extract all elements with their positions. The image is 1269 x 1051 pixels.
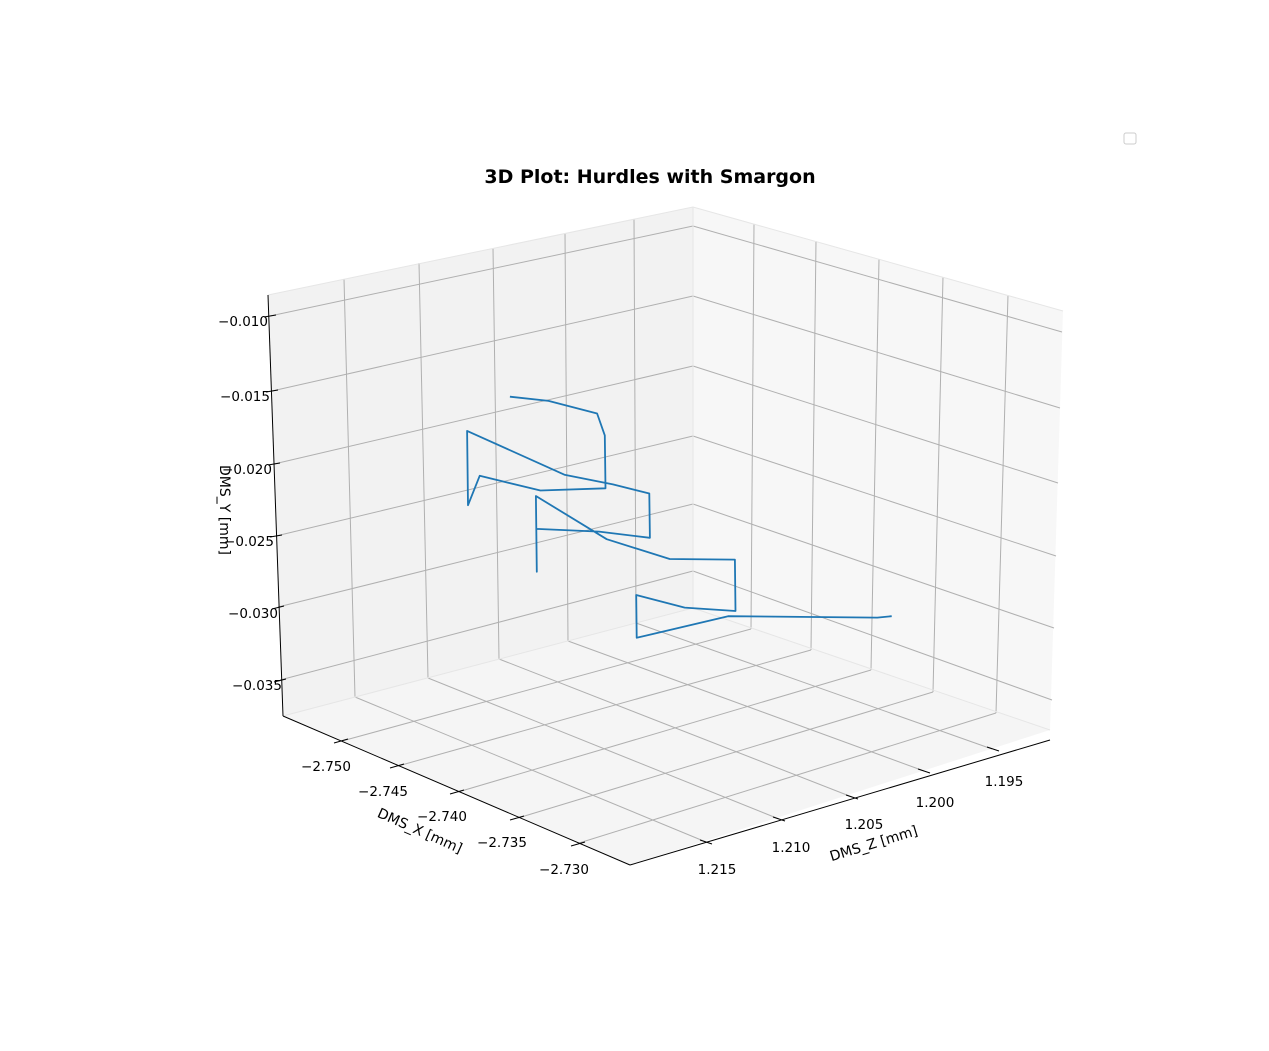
- grid-line: [273, 365, 694, 465]
- y-tick-mark: [267, 462, 281, 466]
- y-tick-label: −0.025: [224, 534, 274, 550]
- grid-line: [578, 712, 997, 844]
- grid-line: [692, 365, 1059, 484]
- grid-line: [517, 691, 934, 819]
- grid-line: [692, 225, 1063, 333]
- y-tick-mark: [263, 314, 277, 318]
- x-tick-labels: −2.750 −2.745 −2.740 −2.735 −2.730: [301, 759, 589, 878]
- grid-line: [343, 278, 356, 698]
- grid-line: [427, 677, 780, 820]
- pane-edge: [282, 607, 694, 717]
- y-tick-label: −0.035: [232, 678, 282, 694]
- back-left-pane: [268, 207, 693, 716]
- grid-line: [932, 276, 944, 693]
- z-tick-mark: [845, 794, 859, 800]
- grid-line: [810, 240, 817, 651]
- grid-line: [692, 503, 1055, 629]
- y-tick-label: −0.030: [228, 606, 278, 622]
- z-tick-label: 1.200: [916, 795, 955, 811]
- y-tick-label: −0.015: [220, 389, 270, 405]
- grid-line: [870, 258, 880, 671]
- y-tick-mark: [273, 678, 287, 683]
- chart-title: 3D Plot: Hurdles with Smargon: [484, 166, 815, 188]
- x-tick-mark: [570, 841, 586, 847]
- grid-line: [269, 225, 694, 317]
- z-tick-mark: [772, 816, 786, 822]
- floor-pane: [283, 608, 1050, 865]
- x-tick-label: −2.740: [417, 809, 467, 825]
- grid-line: [275, 435, 694, 537]
- z-tick-mark: [986, 746, 1000, 752]
- grid-line: [564, 232, 569, 642]
- z-tick-mark: [699, 839, 713, 845]
- pane-edge: [692, 607, 1051, 731]
- y-tick-labels: −0.010 −0.015 −0.020 −0.025 −0.030 −0.03…: [218, 314, 282, 694]
- z-tick-label: 1.210: [772, 840, 811, 856]
- y-tick-mark: [269, 534, 283, 538]
- z-tick-labels: 1.195 1.200 1.205 1.210 1.215: [698, 774, 1024, 878]
- grid-line: [457, 669, 872, 793]
- grid-line: [692, 435, 1057, 557]
- x-tick-mark: [509, 815, 525, 821]
- series-line-0: [466, 395, 892, 639]
- grid-line: [492, 247, 500, 660]
- z-tick-label: 1.215: [698, 862, 737, 878]
- y-axis-line: [267, 294, 284, 717]
- grid-line: [397, 649, 812, 767]
- z-tick-label: 1.195: [985, 774, 1024, 790]
- legend-box: [1123, 132, 1137, 145]
- y-tick-mark: [271, 605, 285, 610]
- grid-line: [692, 295, 1061, 409]
- y-tick-mark: [265, 389, 279, 393]
- grid-line: [279, 570, 694, 681]
- grid-line: [271, 295, 694, 392]
- z-tick-mark: [917, 768, 931, 774]
- grid-line: [750, 223, 755, 630]
- y-tick-label: −0.010: [218, 314, 268, 330]
- grid-line: [995, 294, 1009, 714]
- x-tick-label: −2.735: [477, 835, 527, 851]
- grid-line: [498, 658, 853, 798]
- grid-line: [277, 503, 694, 608]
- series-layer: [466, 395, 892, 639]
- grid-line: [635, 622, 993, 750]
- x-tick-mark: [449, 789, 465, 795]
- y-tick-label: −0.020: [222, 462, 272, 478]
- tick-marks: [263, 314, 1000, 847]
- pane-edges: [267, 206, 1064, 731]
- x-tick-mark: [333, 738, 349, 744]
- grid-line: [692, 570, 1053, 701]
- x-tick-label: −2.730: [539, 862, 589, 878]
- x-tick-label: −2.750: [301, 759, 351, 775]
- grid-line: [418, 262, 429, 679]
- grid-line: [341, 628, 752, 742]
- grid-line: [567, 640, 925, 772]
- y-axis-label: DMS_Y [mm]: [216, 465, 232, 555]
- x-tick-label: −2.745: [358, 784, 408, 800]
- grid-lines: [269, 218, 1063, 844]
- x-tick-mark: [389, 763, 405, 769]
- grid-line: [633, 218, 637, 624]
- z-tick-label: 1.205: [845, 817, 884, 833]
- grid-line: [354, 696, 707, 843]
- z-axis-line: [629, 739, 1051, 866]
